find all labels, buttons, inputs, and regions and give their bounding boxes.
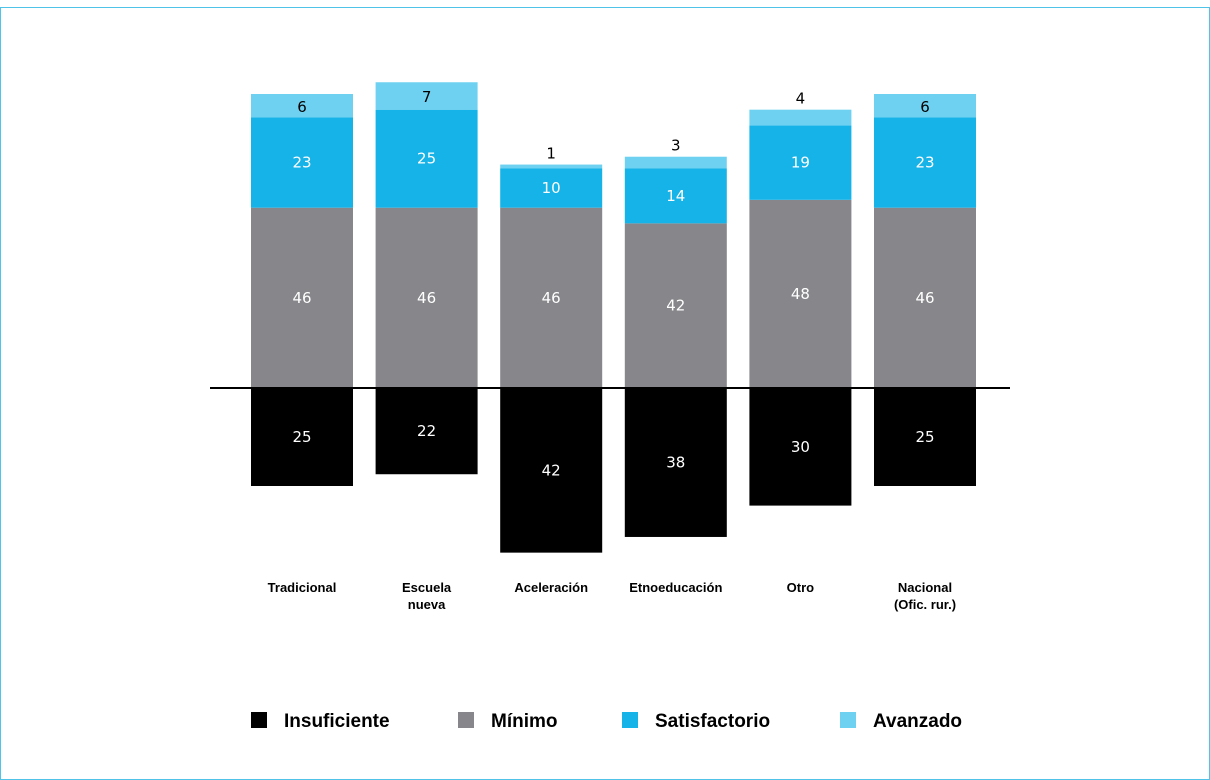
data-label-avanzado-otro: 4	[796, 90, 806, 108]
bar-insuficiente-tradicional	[251, 388, 353, 486]
x-tick-label-aceleracion: Aceleración	[514, 580, 588, 595]
bar-avanzado-nacional-ofic-rur	[874, 94, 976, 118]
bar-satisfactorio-otro	[749, 125, 852, 200]
x-tick-label-nacional-ofic-rur: Nacional (Ofic. rur.)	[894, 580, 956, 612]
data-label-satisfactorio-etnoeducacion: 14	[666, 187, 685, 205]
data-label-minimo-aceleracion: 46	[542, 289, 561, 307]
data-label-minimo-escuela-nueva: 46	[417, 289, 436, 307]
data-label-satisfactorio-nacional-ofic-rur: 23	[915, 154, 934, 172]
bar-satisfactorio-tradicional	[251, 117, 353, 208]
bar-minimo-nacional-ofic-rur	[874, 207, 976, 388]
legend-label-insuficiente: Insuficiente	[284, 711, 390, 732]
data-label-insuficiente-nacional-ofic-rur: 25	[915, 428, 934, 446]
data-label-insuficiente-otro: 30	[791, 438, 810, 456]
data-label-minimo-nacional-ofic-rur: 46	[915, 289, 934, 307]
data-label-satisfactorio-otro: 19	[791, 154, 810, 172]
data-label-insuficiente-etnoeducacion: 38	[666, 453, 685, 471]
data-label-avanzado-etnoeducacion: 3	[671, 137, 681, 155]
bars-group: 25 46 23 6 22 46 25 7 42 46 10 1 38 42 14 3 30 48 19 4 25 46 2…	[251, 82, 976, 553]
x-tick-label-otro: Otro	[787, 580, 815, 595]
data-label-minimo-tradicional: 46	[292, 289, 311, 307]
legend-swatch-minimo	[458, 712, 474, 728]
bar-satisfactorio-etnoeducacion	[624, 168, 727, 224]
legend-label-satisfactorio: Satisfactorio	[655, 711, 770, 732]
legend-label-minimo: Mínimo	[491, 711, 558, 732]
data-label-satisfactorio-tradicional: 23	[292, 154, 311, 172]
bar-avanzado-etnoeducacion	[624, 156, 727, 169]
bar-minimo-tradicional	[251, 207, 353, 388]
bar-avanzado-tradicional	[251, 94, 353, 118]
bar-minimo-aceleracion	[500, 207, 603, 388]
bar-insuficiente-otro	[749, 388, 852, 506]
data-label-avanzado-tradicional: 6	[297, 98, 307, 116]
legend-label-avanzado: Avanzado	[873, 711, 962, 732]
category-labels: Tradicional Escuela nueva Aceleración Etnoed…	[268, 580, 956, 612]
bar-insuficiente-nacional-ofic-rur	[874, 388, 976, 486]
data-label-satisfactorio-escuela-nueva: 25	[417, 150, 436, 168]
bar-insuficiente-aceleracion	[500, 388, 603, 553]
x-tick-label-escuela-nueva: Escuela nueva	[402, 580, 452, 612]
data-label-insuficiente-tradicional: 25	[292, 428, 311, 446]
data-label-avanzado-escuela-nueva: 7	[422, 88, 432, 106]
data-label-insuficiente-escuela-nueva: 22	[417, 422, 436, 440]
legend-swatch-satisfactorio	[622, 712, 638, 728]
bar-minimo-etnoeducacion	[624, 223, 727, 388]
legend-swatch-avanzado	[840, 712, 856, 728]
legend-swatch-insuficiente	[251, 712, 267, 728]
bar-satisfactorio-aceleracion	[500, 168, 603, 208]
bar-satisfactorio-nacional-ofic-rur	[874, 117, 976, 208]
bar-insuficiente-etnoeducacion	[624, 388, 727, 537]
data-label-satisfactorio-aceleracion: 10	[542, 179, 561, 197]
bar-avanzado-otro	[749, 109, 852, 126]
bar-avanzado-escuela-nueva	[375, 82, 478, 110]
bar-insuficiente-escuela-nueva	[375, 388, 478, 475]
bar-satisfactorio-escuela-nueva	[375, 109, 478, 208]
bar-minimo-otro	[749, 199, 852, 388]
data-label-avanzado-aceleracion: 1	[546, 145, 556, 163]
frame-border	[0, 7, 1210, 780]
data-label-minimo-etnoeducacion: 42	[666, 297, 685, 315]
bar-minimo-escuela-nueva	[375, 207, 478, 388]
legend: Insuficiente Mínimo Satisfactorio Avanzado	[251, 711, 962, 732]
data-label-insuficiente-aceleracion: 42	[542, 461, 561, 479]
bar-avanzado-aceleracion	[500, 164, 603, 169]
x-tick-label-etnoeducacion: Etnoeducación	[629, 580, 722, 595]
data-label-avanzado-nacional-ofic-rur: 6	[920, 98, 930, 116]
data-label-minimo-otro: 48	[791, 285, 810, 303]
x-tick-label-tradicional: Tradicional	[268, 580, 337, 595]
